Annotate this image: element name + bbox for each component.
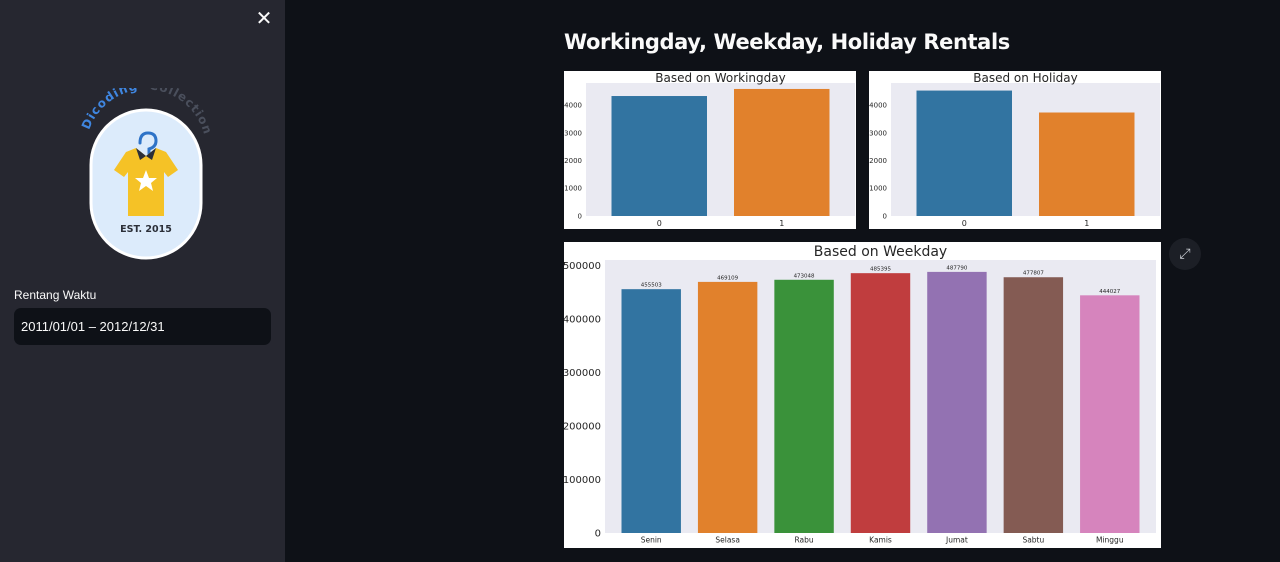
holiday-bar-1 — [1039, 112, 1135, 216]
weekday-y-tick-label: 500000 — [564, 261, 601, 272]
weekday-x-tick-label: Selasa — [715, 536, 740, 545]
weekday-chart-svg: Based on Weekday 0 100000 200000 300000 40000… — [564, 244, 1156, 545]
weekday-bar-minggu — [1080, 295, 1140, 533]
weekday-x-tick-label: Minggu — [1096, 536, 1124, 545]
workingday-bar-1 — [734, 88, 830, 216]
holiday-x-tick-label: 0 — [962, 219, 967, 228]
weekday-chart: Based on Weekday 0 100000 200000 300000 40000… — [564, 242, 1161, 548]
weekday-bar-value-label: 473048 — [794, 273, 815, 279]
workingday-y-tick-label: 4000 — [564, 102, 582, 110]
holiday-y-tick-label: 0 — [883, 212, 887, 220]
weekday-y-tick-label: 100000 — [564, 475, 601, 486]
workingday-y-tick-label: 2000 — [564, 157, 582, 165]
workingday-chart-svg: Based on Workingday 0 1000 2000 3000 4000 0 1 — [564, 71, 855, 228]
weekday-chart-title: Based on Weekday — [814, 244, 947, 260]
holiday-y-tick-label: 4000 — [869, 102, 887, 110]
workingday-x-tick-label: 0 — [657, 219, 662, 228]
holiday-y-tick-label: 1000 — [869, 185, 887, 193]
weekday-bar-senin — [621, 289, 681, 533]
holiday-chart-title: Based on Holiday — [973, 71, 1078, 85]
holiday-y-tick-label: 3000 — [869, 129, 887, 137]
weekday-bar-value-label: 455503 — [641, 283, 662, 289]
weekday-bar-rabu — [774, 279, 834, 533]
weekday-bar-value-label: 477807 — [1023, 271, 1044, 277]
weekday-bar-jumat — [927, 271, 987, 533]
weekday-y-tick-label: 200000 — [564, 421, 601, 432]
page-title: Workingday, Weekday, Holiday Rentals — [564, 30, 1010, 54]
holiday-chart: Based on Holiday 0 1000 2000 3000 4000 0 1 — [869, 71, 1161, 229]
weekday-y-tick-label: 0 — [595, 529, 601, 540]
holiday-x-tick-label: 1 — [1084, 219, 1089, 228]
weekday-bar-value-label: 444027 — [1099, 289, 1120, 295]
close-icon[interactable]: ✕ — [255, 6, 273, 30]
workingday-y-tick-label: 0 — [578, 212, 582, 220]
weekday-bar-kamis — [850, 273, 911, 533]
workingday-x-tick-label: 1 — [779, 219, 784, 228]
svg-text:EST. 2015: EST. 2015 — [120, 224, 172, 235]
main-content: Workingday, Weekday, Holiday Rentals Bas… — [285, 0, 1280, 562]
holiday-bar-0 — [916, 90, 1012, 216]
workingday-y-tick-label: 3000 — [564, 129, 582, 137]
weekday-x-tick-label: Sabtu — [1022, 536, 1044, 545]
date-range-input[interactable]: 2011/01/01 – 2012/12/31 — [14, 308, 271, 345]
weekday-x-tick-label: Jumat — [945, 536, 968, 545]
sidebar: ✕ Dicoding Collection EST. 2015 Rentang … — [0, 0, 285, 562]
fullscreen-expand-icon[interactable]: ⤢ — [1169, 238, 1201, 270]
date-range-label: Rentang Waktu — [14, 288, 97, 302]
holiday-y-tick-label: 2000 — [869, 157, 887, 165]
dicoding-collection-logo: Dicoding Collection EST. 2015 — [80, 88, 212, 260]
workingday-bar-0 — [611, 96, 707, 216]
workingday-chart: Based on Workingday 0 1000 2000 3000 4000 0 1 — [564, 71, 856, 229]
weekday-bar-value-label: 469109 — [717, 275, 738, 281]
workingday-chart-title: Based on Workingday — [655, 71, 785, 85]
workingday-y-tick-label: 1000 — [564, 185, 582, 193]
weekday-bar-selasa — [697, 281, 758, 533]
weekday-x-tick-label: Kamis — [869, 536, 892, 545]
weekday-bar-sabtu — [1003, 277, 1064, 533]
weekday-bar-value-label: 485395 — [870, 267, 891, 273]
weekday-y-tick-label: 300000 — [564, 368, 601, 379]
weekday-x-tick-label: Senin — [641, 536, 662, 545]
holiday-chart-svg: Based on Holiday 0 1000 2000 3000 4000 0 1 — [869, 71, 1160, 228]
weekday-y-tick-label: 400000 — [564, 314, 601, 325]
weekday-x-tick-label: Rabu — [794, 536, 813, 545]
weekday-bar-value-label: 487790 — [946, 265, 967, 271]
